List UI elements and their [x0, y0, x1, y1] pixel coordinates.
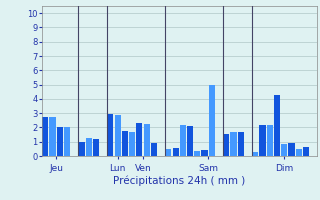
Bar: [230, 132, 236, 156]
Bar: [274, 95, 280, 156]
Bar: [267, 125, 273, 156]
Bar: [151, 143, 157, 156]
Bar: [288, 143, 294, 156]
Bar: [252, 152, 258, 156]
Bar: [144, 124, 150, 156]
Bar: [64, 127, 70, 156]
Bar: [296, 149, 302, 156]
Bar: [187, 126, 193, 156]
Bar: [172, 148, 179, 156]
Bar: [136, 123, 142, 156]
Bar: [303, 147, 309, 156]
Bar: [165, 149, 172, 156]
Bar: [180, 125, 186, 156]
Bar: [57, 127, 63, 156]
Bar: [42, 117, 48, 156]
Bar: [85, 138, 92, 156]
X-axis label: Précipitations 24h ( mm ): Précipitations 24h ( mm ): [113, 175, 245, 186]
Bar: [78, 142, 84, 156]
Bar: [194, 151, 200, 156]
Bar: [49, 117, 56, 156]
Bar: [260, 125, 266, 156]
Bar: [122, 131, 128, 156]
Bar: [107, 114, 114, 156]
Bar: [281, 144, 287, 156]
Bar: [115, 115, 121, 156]
Bar: [238, 132, 244, 156]
Bar: [129, 132, 135, 156]
Bar: [223, 134, 229, 156]
Bar: [93, 139, 99, 156]
Bar: [209, 85, 215, 156]
Bar: [202, 150, 208, 156]
